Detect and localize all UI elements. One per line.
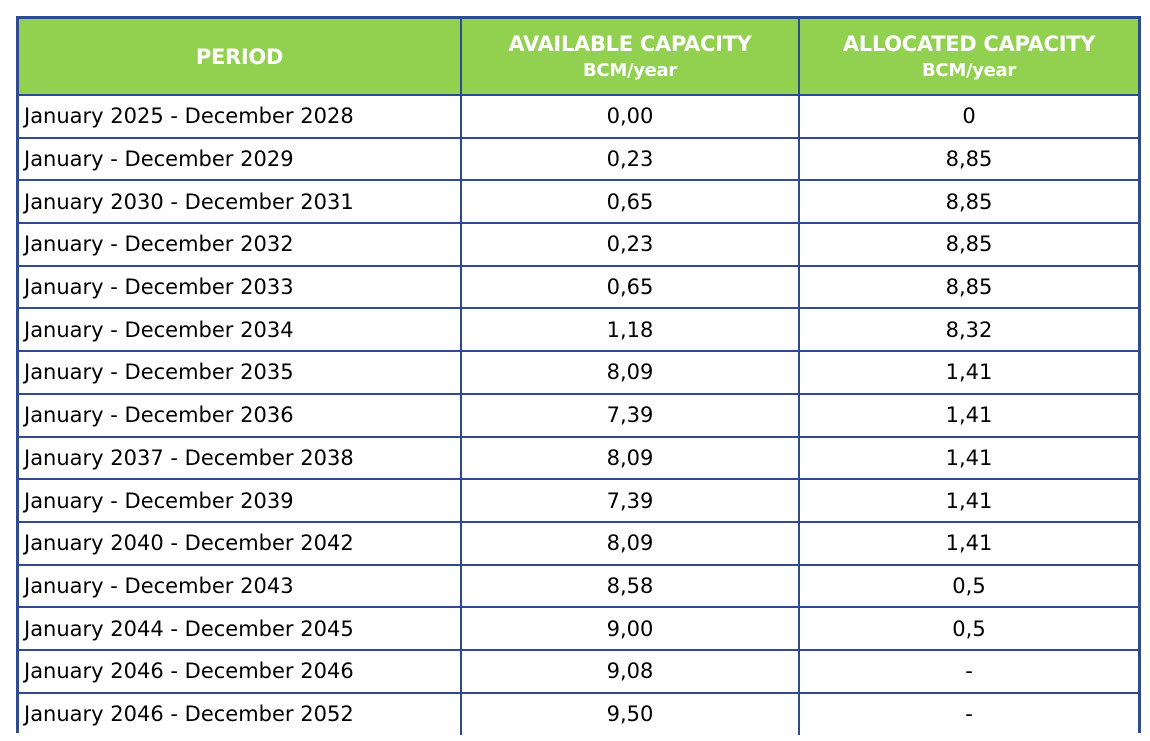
table-row: January - December 2039 7,39 1,41 [19,478,1138,523]
allocated-capacity-cell: 1,41 [798,392,1138,438]
table-row: January 2037 - December 2038 8,09 1,41 [19,435,1138,481]
allocated-capacity-cell: 8,85 [798,136,1138,182]
allocated-capacity-cell: 8,85 [798,264,1138,310]
capacity-table-frame: PERIOD AVAILABLE CAPACITY BCM/year ALLOC… [16,16,1141,736]
period-cell: January 2046 - December 2046 [19,648,462,694]
available-capacity-cell: 0,65 [460,179,800,225]
period-cell: January - December 2029 [19,136,462,182]
available-capacity-cell: 0,00 [460,94,800,139]
table-row: January - December 2029 0,23 8,85 [19,136,1138,182]
available-capacity-cell: 1,18 [460,307,800,353]
header-row: PERIOD AVAILABLE CAPACITY BCM/year ALLOC… [19,19,1138,96]
table-row: January 2040 - December 2042 8,09 1,41 [19,520,1138,566]
table-row: January - December 2033 0,65 8,85 [19,264,1138,310]
period-cell: January - December 2034 [19,307,462,353]
table-row: January 2046 - December 2046 9,08- [19,648,1138,694]
table-row: January 2025 - December 2028 0,00 0 [19,94,1138,139]
allocated-capacity-cell: 0 [798,94,1138,139]
table-row: January - December 2035 8,09 1,41 [19,350,1138,395]
header-period: PERIOD [19,19,462,96]
header-available-capacity: AVAILABLE CAPACITY BCM/year [460,19,800,96]
period-cell: January - December 2033 [19,264,462,310]
available-capacity-cell: 7,39 [460,392,800,438]
capacity-table: PERIOD AVAILABLE CAPACITY BCM/year ALLOC… [19,19,1138,736]
allocated-capacity-cell: 1,41 [798,435,1138,481]
available-capacity-cell: 0,65 [460,264,800,310]
header-allocated-capacity: ALLOCATED CAPACITY BCM/year [798,19,1138,96]
table-row: January 2046 - December 2052 9,50- [19,691,1138,736]
available-capacity-cell: 8,58 [460,563,800,609]
table-row: January - December 2043 8,58 0,5 [19,563,1138,609]
table-row: January - December 2034 1,18 8,32 [19,307,1138,353]
header-allocated-label: ALLOCATED CAPACITY [842,32,1096,56]
allocated-capacity-cell: 1,41 [798,478,1138,523]
period-cell: January 2025 - December 2028 [19,94,462,139]
header-available-unit: BCM/year [583,60,677,81]
available-capacity-cell: 0,23 [460,222,800,267]
table-row: January - December 2032 0,23 8,85 [19,222,1138,267]
allocated-capacity-cell: - [798,648,1138,694]
allocated-capacity-cell: 0,5 [798,563,1138,609]
header-allocated-unit: BCM/year [922,60,1016,81]
period-cell: January 2030 - December 2031 [19,179,462,225]
available-capacity-cell: 8,09 [460,350,800,395]
header-period-label: PERIOD [195,44,284,69]
table-row: January - December 2036 7,39 1,41 [19,392,1138,438]
period-cell: January - December 2039 [19,478,462,523]
allocated-capacity-cell: 1,41 [798,520,1138,566]
allocated-capacity-cell: 8,85 [798,222,1138,267]
allocated-capacity-cell: 8,85 [798,179,1138,225]
available-capacity-cell: 9,08 [460,648,800,694]
available-capacity-cell: 9,00 [460,606,800,651]
available-capacity-cell: 0,23 [460,136,800,182]
allocated-capacity-cell: 0,5 [798,606,1138,651]
allocated-capacity-cell: 8,32 [798,307,1138,353]
period-cell: January - December 2036 [19,392,462,438]
period-cell: January - December 2043 [19,563,462,609]
period-cell: January 2044 - December 2045 [19,606,462,651]
available-capacity-cell: 7,39 [460,478,800,523]
available-capacity-cell: 8,09 [460,520,800,566]
table-row: January 2044 - December 2045 9,00 0,5 [19,606,1138,651]
allocated-capacity-cell: 1,41 [798,350,1138,395]
period-cell: January - December 2035 [19,350,462,395]
period-cell: January - December 2032 [19,222,462,267]
available-capacity-cell: 8,09 [460,435,800,481]
header-available-label: AVAILABLE CAPACITY [508,32,752,56]
table-row: January 2030 - December 2031 0,65 8,85 [19,179,1138,225]
allocated-capacity-cell: - [798,691,1138,736]
period-cell: January 2046 - December 2052 [19,691,462,736]
period-cell: January 2040 - December 2042 [19,520,462,566]
available-capacity-cell: 9,50 [460,691,800,736]
period-cell: January 2037 - December 2038 [19,435,462,481]
